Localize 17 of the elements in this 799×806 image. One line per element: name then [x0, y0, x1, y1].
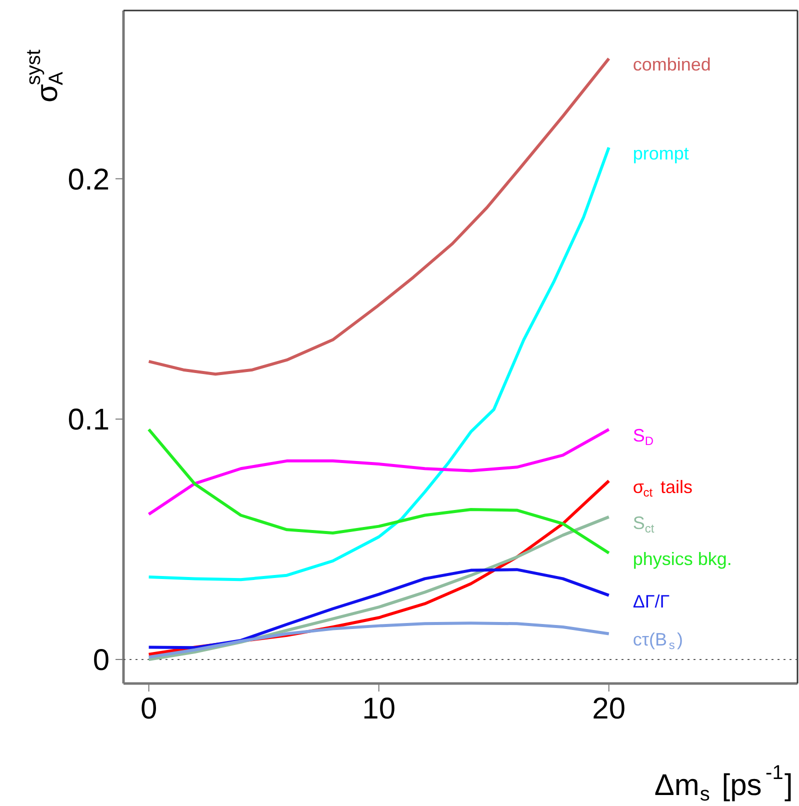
series-label: prompt [632, 144, 689, 164]
series-label: ΔΓ/Γ [632, 591, 670, 612]
x-tick-label: 20 [592, 692, 626, 726]
y-tick-label: 0.2 [68, 163, 110, 196]
y-tick-label: 0.1 [68, 404, 110, 437]
line-series [147, 428, 610, 554]
x-tick-label: 10 [362, 692, 396, 726]
line-series [147, 622, 610, 659]
y-tick-label: 0 [92, 644, 110, 677]
y-axis-title: σAsyst [23, 49, 68, 102]
line-series [147, 568, 610, 650]
series-label: physics bkg. [632, 548, 732, 569]
line-series [147, 428, 610, 516]
line-series [147, 57, 610, 376]
series-label: combined [632, 54, 711, 75]
line-series [147, 146, 610, 582]
x-tick-label: 0 [140, 692, 158, 726]
